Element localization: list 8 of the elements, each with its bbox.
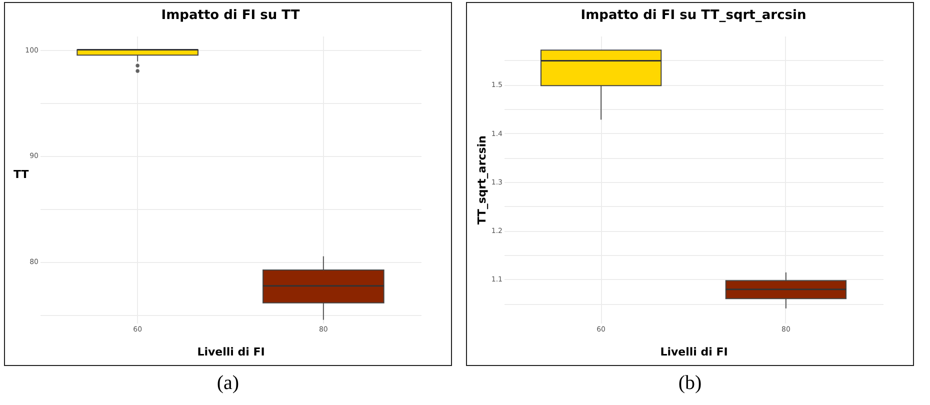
y-axis-title: TT <box>14 168 30 181</box>
y-axis-title: TT_sqrt_arcsin <box>475 136 488 224</box>
x-axis-title: Livelli di FI <box>197 346 265 358</box>
chart-title: Impatto di FI su TT_sqrt_arcsin <box>580 8 806 23</box>
text: (b) <box>677 372 703 395</box>
chart-title: Impatto di FI su TT <box>161 8 300 23</box>
text: (a) <box>216 372 240 395</box>
x-axis-title: Livelli di FI <box>660 346 728 358</box>
